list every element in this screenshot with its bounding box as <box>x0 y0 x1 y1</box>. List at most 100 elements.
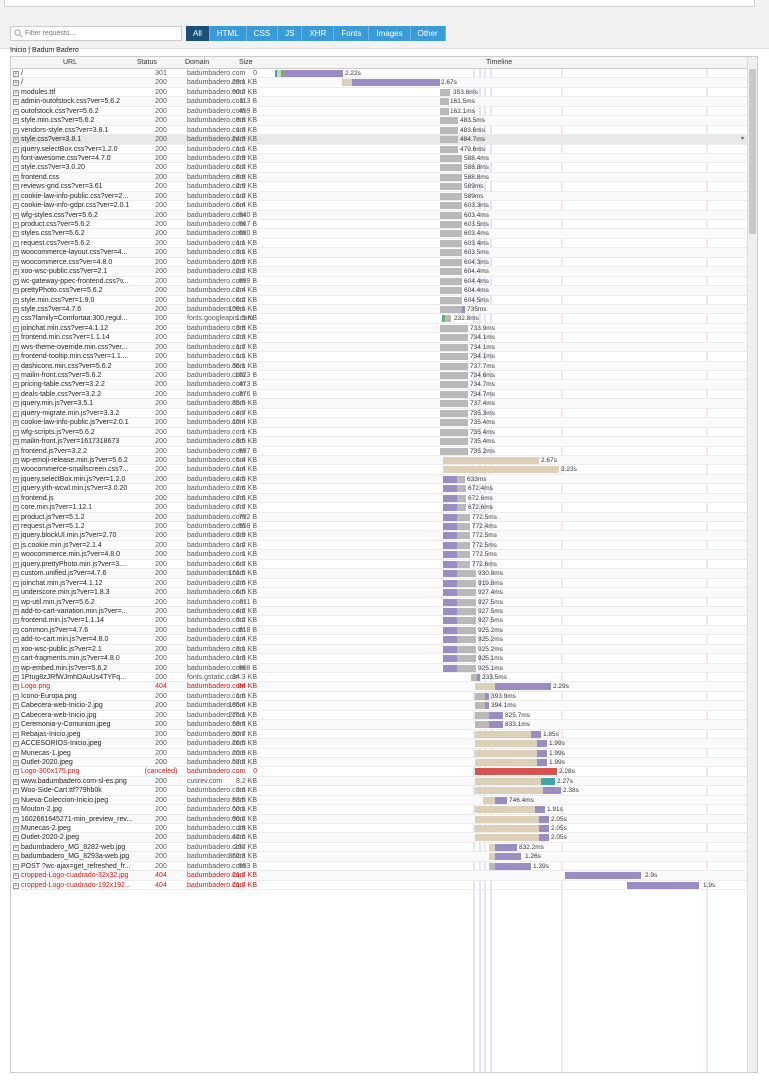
expand-icon[interactable]: + <box>13 844 19 851</box>
expand-icon[interactable]: + <box>13 476 19 483</box>
expand-icon[interactable]: + <box>13 788 19 795</box>
table-row[interactable]: + wp-emoji-release.min.js?ver=5.6.2 200 bad… <box>11 455 747 466</box>
expand-icon[interactable]: + <box>13 769 19 776</box>
table-row[interactable]: + woocommerce-layout.css?ver=4... 200 badum… <box>11 248 747 258</box>
expand-icon[interactable]: + <box>13 807 19 814</box>
tab-images[interactable]: Images <box>369 26 411 41</box>
col-size-header[interactable]: Size <box>239 59 253 66</box>
table-row[interactable]: + frontend.js 200 badumbadero.com 7.6 KB 672.… <box>11 493 747 504</box>
table-row[interactable]: + Rebajas-Inicio.jpeg 200 badumbadero.com 80… <box>11 730 747 740</box>
table-row[interactable]: + frontend-tooltip.min.css?ver=1.1.... 200… <box>11 352 747 362</box>
expand-icon[interactable]: + <box>13 297 19 304</box>
table-row[interactable]: + wp-util.min.js?ver=5.6.2 200 badumbadero.… <box>11 598 747 607</box>
table-row[interactable]: + dashicons.min.css?ver=5.6.2 200 badumbade… <box>11 361 747 371</box>
table-row[interactable]: + woocommerce-smallscreen.css?... 200 badum… <box>11 465 747 475</box>
table-row[interactable]: + style.css?ver=3.0.20 200 badumbadero.com 6… <box>11 163 747 173</box>
table-row[interactable]: + jquery-migrate.min.js?ver=3.3.2 200 badum… <box>11 409 747 419</box>
table-row[interactable]: + wfg-styles.css?ver=5.6.2 200 badumbadero.… <box>11 210 747 220</box>
col-timeline-header[interactable]: Timeline <box>486 59 513 66</box>
expand-icon[interactable]: + <box>13 457 19 464</box>
table-row[interactable]: + modules.ttf 200 badumbadero.com 90.2 KB 353… <box>11 88 747 98</box>
table-row[interactable]: + cookie-law-info-public.css?ver=2... 200 b… <box>11 191 747 202</box>
expand-icon[interactable]: + <box>13 99 19 106</box>
expand-icon[interactable]: + <box>13 552 19 559</box>
scrollbar-thumb[interactable] <box>749 69 756 234</box>
expand-icon[interactable]: + <box>13 325 19 332</box>
table-row[interactable]: + woocommerce.min.js?ver=4.8.0 200 badumbad… <box>11 550 747 560</box>
tab-other[interactable]: Other <box>410 26 446 41</box>
table-row[interactable]: +/ 200 badumbadero.com 29.1 KB 2.67s <box>11 78 747 88</box>
tab-all[interactable]: All <box>186 26 210 41</box>
table-row[interactable]: + add-to-cart.min.js?ver=4.8.0 200 badumbad… <box>11 635 747 645</box>
expand-icon[interactable]: + <box>13 448 19 455</box>
expand-icon[interactable]: + <box>13 722 19 729</box>
table-row[interactable]: + outofstock.css?ver=5.6.2 200 badumbadero.… <box>11 107 747 117</box>
table-row[interactable]: + jquery.selectBox.css?ver=1.2.0 200 badumb… <box>11 145 747 154</box>
table-row[interactable]: + request.css?ver=5.6.2 200 badumbadero.com… <box>11 239 747 249</box>
expand-icon[interactable]: + <box>13 410 19 417</box>
table-row[interactable]: + custom.unified.js?ver=4.7.6 200 badumbade… <box>11 569 747 579</box>
expand-icon[interactable]: + <box>13 165 19 172</box>
expand-icon[interactable]: + <box>13 429 19 436</box>
expand-icon[interactable]: + <box>13 193 19 200</box>
table-row[interactable]: + prettyPhoto.css?ver=5.6.2 200 badumbadero… <box>11 286 747 296</box>
expand-icon[interactable]: + <box>13 637 19 644</box>
table-row[interactable]: +/ 301 badumbadero.com 0 2.22s <box>11 69 747 79</box>
table-row[interactable]: + frontend.min.css?ver=1.1.14 200 badumbade… <box>11 333 747 343</box>
expand-icon[interactable]: + <box>13 797 19 804</box>
expand-icon[interactable]: + <box>13 89 19 96</box>
table-row[interactable]: + jquery.prettyPhoto.min.js?ver=3.... 200 b… <box>11 560 747 570</box>
table-row[interactable]: + cookie-law-info-public.js?ver=2.0.1 200 b… <box>11 418 747 428</box>
table-row[interactable]: + product.js?ver=5.1.2 200 badumbadero.com 7… <box>11 512 747 522</box>
expand-icon[interactable]: + <box>13 580 19 587</box>
table-row[interactable]: + jquery.selectBox.min.js?ver=1.2.0 200 bad… <box>11 474 747 485</box>
expand-icon[interactable]: + <box>13 259 19 266</box>
table-row[interactable]: + css?family=Comfortaa:300,regul... 200 fon… <box>11 314 747 324</box>
table-row[interactable]: + Outlet-2020.jpeg 200 badumbadero.com 57.2 … <box>11 757 747 768</box>
expand-icon[interactable]: + <box>13 873 19 880</box>
tab-js[interactable]: JS <box>278 26 303 41</box>
expand-icon[interactable]: + <box>13 467 19 474</box>
table-row[interactable]: + vendors-style.css?ver=3.8.1 200 badumbade… <box>11 126 747 136</box>
expand-icon[interactable]: + <box>13 174 19 181</box>
table-row[interactable]: + jquery.blockUI.min.js?ver=2.70 200 badumb… <box>11 531 747 541</box>
table-row[interactable]: + product.css?ver=5.6.2 200 badumbadero.com… <box>11 220 747 230</box>
expand-icon[interactable]: + <box>13 561 19 568</box>
expand-icon[interactable]: + <box>13 391 19 398</box>
expand-icon[interactable]: + <box>13 741 19 748</box>
table-row[interactable]: + wp-embed.min.js?ver=5.6.2 200 badumbadero… <box>11 663 747 673</box>
expand-icon[interactable]: + <box>13 882 19 889</box>
expand-icon[interactable]: + <box>13 420 19 427</box>
expand-icon[interactable]: + <box>13 278 19 285</box>
expand-icon[interactable]: + <box>13 656 19 663</box>
table-row[interactable]: + cropped-Logo-cuadrado-32x32.jpg 404 badum… <box>11 871 747 881</box>
expand-icon[interactable]: + <box>13 401 19 408</box>
expand-icon[interactable]: + <box>13 80 19 87</box>
expand-icon[interactable]: + <box>13 231 19 238</box>
expand-icon[interactable]: + <box>13 712 19 719</box>
col-domain-header[interactable]: Domain <box>185 59 210 66</box>
expand-icon[interactable]: + <box>13 542 19 549</box>
expand-icon[interactable]: + <box>13 816 19 823</box>
expand-icon[interactable]: + <box>13 665 19 672</box>
table-row[interactable]: + Cabecera-web-Inicio-2.jpg 200 badumbadero… <box>11 701 747 711</box>
table-row[interactable]: + jquery.yith-wcwl.min.js?ver=3.0.20 200 ba… <box>11 484 747 494</box>
expand-icon[interactable]: + <box>13 127 19 134</box>
table-row[interactable]: + joinchat.min.css?ver=4.1.12 200 badumbade… <box>11 323 747 334</box>
expand-icon[interactable]: + <box>13 599 19 606</box>
expand-icon[interactable]: + <box>13 363 19 370</box>
table-row[interactable]: + style.css?ver=4.7.6 200 badumbadero.com 10… <box>11 304 747 315</box>
expand-icon[interactable]: + <box>13 269 19 276</box>
expand-icon[interactable]: + <box>13 137 19 144</box>
expand-icon[interactable]: + <box>13 703 19 710</box>
expand-icon[interactable]: + <box>13 533 19 540</box>
table-row[interactable]: + js.cookie.min.js?ver=2.1.4 200 badumbader… <box>11 541 747 551</box>
filter-requests-input[interactable] <box>10 26 182 41</box>
expand-icon[interactable]: + <box>13 335 19 342</box>
table-row[interactable]: + request.js?ver=5.1.2 200 badumbadero.com 5… <box>11 522 747 532</box>
table-row[interactable]: + cropped-Logo-cuadrado-192x192... 404 badu… <box>11 881 747 891</box>
table-row[interactable]: + www.badumbadero.com-sl-es.png 200 cusrev.… <box>11 776 747 787</box>
expand-icon[interactable]: + <box>13 571 19 578</box>
expand-icon[interactable]: + <box>13 608 19 615</box>
expand-icon[interactable]: + <box>13 693 19 700</box>
